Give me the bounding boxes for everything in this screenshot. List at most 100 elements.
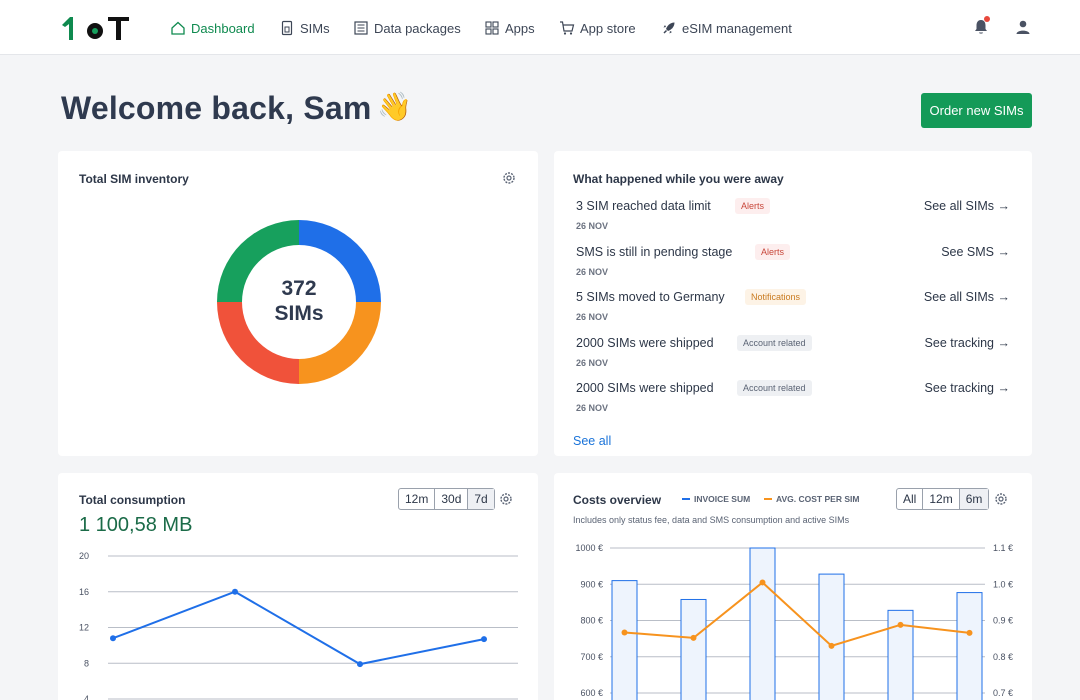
apps-grid-icon [485,21,499,35]
consumption-line [112,590,485,666]
range-option-12m[interactable]: 12m [923,489,960,509]
nav-item-dashboard[interactable]: Dashboard [170,19,255,37]
legend-invoice-sum: INVOICE SUM [682,494,750,504]
invoice-bar[interactable] [611,580,638,700]
sim-inventory-card [58,151,538,456]
consumption-point[interactable] [110,635,116,642]
y-right-tick-label: 1.1 € [993,543,1013,553]
legend-invoice-swatch [682,498,690,500]
invoice-bar[interactable] [749,547,776,700]
avg-cost-point[interactable] [759,579,766,586]
event-text: SMS is still in pending stage [576,244,733,259]
sim-icon [281,20,293,36]
donut-segment-orange [299,302,381,384]
donut-segment-green [217,220,299,302]
event-badge: Alerts [755,243,791,260]
avg-cost-point[interactable] [897,621,904,628]
event-badge: Notifications [745,289,807,305]
event-date: 26 NOV [576,403,609,413]
y-right-tick-label: 1.0 € [993,579,1013,589]
consumption-card [58,473,538,700]
nav-item-label: Apps [505,20,535,36]
y-tick-label: 12 [79,623,89,633]
inventory-settings-gear-icon[interactable] [502,171,516,185]
nav-item-sims[interactable]: SIMs [279,19,330,37]
consumption-point[interactable] [232,588,238,595]
avg-cost-point[interactable] [690,634,697,641]
consumption-settings-gear-icon[interactable] [499,492,513,506]
range-option-6m[interactable]: 6m [959,489,989,509]
consumption-title: Total consumption [79,493,186,507]
event-date: 26 NOV [576,357,609,368]
logo[interactable] [60,14,132,42]
legend-avg-swatch [764,498,772,500]
nav-item-app-store[interactable]: App store [559,19,636,37]
nav-item-apps[interactable]: Apps [484,19,535,37]
event-badge: Alerts [735,198,771,214]
package-icon [354,21,368,35]
donut-segment-red [217,302,299,384]
event-badge: Account related [737,380,812,396]
event-date: 26 NOV [576,312,609,322]
event-date: 26 NOV [576,266,609,277]
event-link[interactable]: See SMS → [941,244,1010,259]
y-left-tick-label: 700 € [580,652,603,662]
sim-inventory-donut-chart [217,220,381,384]
nav-item-label: Data packages [374,20,461,36]
costs-note: Includes only status fee, data and SMS c… [573,515,850,525]
order-new-sims-button[interactable]: Order new SIMs [921,93,1032,128]
consumption-line-chart: 20 16 12 8 4 [79,551,518,700]
event-link[interactable]: See all SIMs → [923,199,1010,213]
y-tick-label: 16 [79,587,89,597]
event-text: 2000 SIMs were shipped [576,381,714,395]
nav-item-label: SIMs [300,20,330,36]
user-account-icon[interactable] [1015,19,1031,35]
avg-cost-line [624,581,970,647]
event-badge: Account related [737,334,812,351]
y-right-tick-label: 0.9 € [993,616,1013,626]
consumption-total-value: 1 100,58 MB [79,514,193,536]
range-option-12m[interactable]: 12m [399,489,436,509]
avg-cost-point[interactable] [621,629,628,636]
event-date: 26 NOV [576,221,609,231]
consumption-point[interactable] [481,636,487,643]
event-text: 3 SIM reached data limit [576,199,711,213]
legend-invoice-label: INVOICE SUM [694,494,751,504]
notifications-bell-icon[interactable] [972,18,990,36]
event-link[interactable]: See tracking → [924,381,1010,395]
nav-item-label: Dashboard [191,20,255,36]
nav-item-data-packages[interactable]: Data packages [353,19,461,37]
y-tick-label: 8 [84,658,89,668]
event-text: 5 SIMs moved to Germany [576,290,725,304]
avg-cost-point[interactable] [828,642,835,649]
y-tick-label: 4 [84,694,89,700]
nav-item-esim-management[interactable]: eSIM management [661,19,792,37]
y-left-tick-label: 600 € [580,688,603,698]
consumption-range-selector: 12m 30d 7d [398,488,495,510]
notification-dot [984,16,990,22]
avg-cost-point[interactable] [966,629,973,636]
rocket-icon [663,22,675,34]
event-link[interactable]: See all SIMs → [923,290,1010,304]
nav-item-label: App store [580,20,636,36]
costs-title: Costs overview [573,493,662,507]
invoice-bar[interactable] [818,573,845,700]
y-right-tick-label: 0.7 € [993,688,1013,698]
y-right-tick-label: 0.8 € [993,652,1013,662]
costs-bar-chart: 1000 € 1.1 € 900 € 1.0 € 800 € 0.9 € 700 € 0.8 … [575,543,1013,700]
invoice-bar[interactable] [680,598,707,700]
range-option-30d[interactable]: 30d [435,489,469,509]
event-link[interactable]: See tracking → [924,335,1010,350]
y-left-tick-label: 800 € [580,616,603,626]
range-option-all[interactable]: All [897,489,924,509]
range-option-7d[interactable]: 7d [468,489,494,509]
y-left-tick-label: 900 € [580,579,603,589]
welcome-heading: Welcome back, Sam [61,90,372,126]
cart-icon [560,21,575,35]
costs-settings-gear-icon[interactable] [994,492,1008,506]
see-all-events-link[interactable]: See all [573,434,612,448]
invoice-bar[interactable] [956,592,983,700]
consumption-point[interactable] [357,661,363,668]
y-tick-label: 20 [79,551,89,561]
event-text: 2000 SIMs were shipped [576,335,714,350]
